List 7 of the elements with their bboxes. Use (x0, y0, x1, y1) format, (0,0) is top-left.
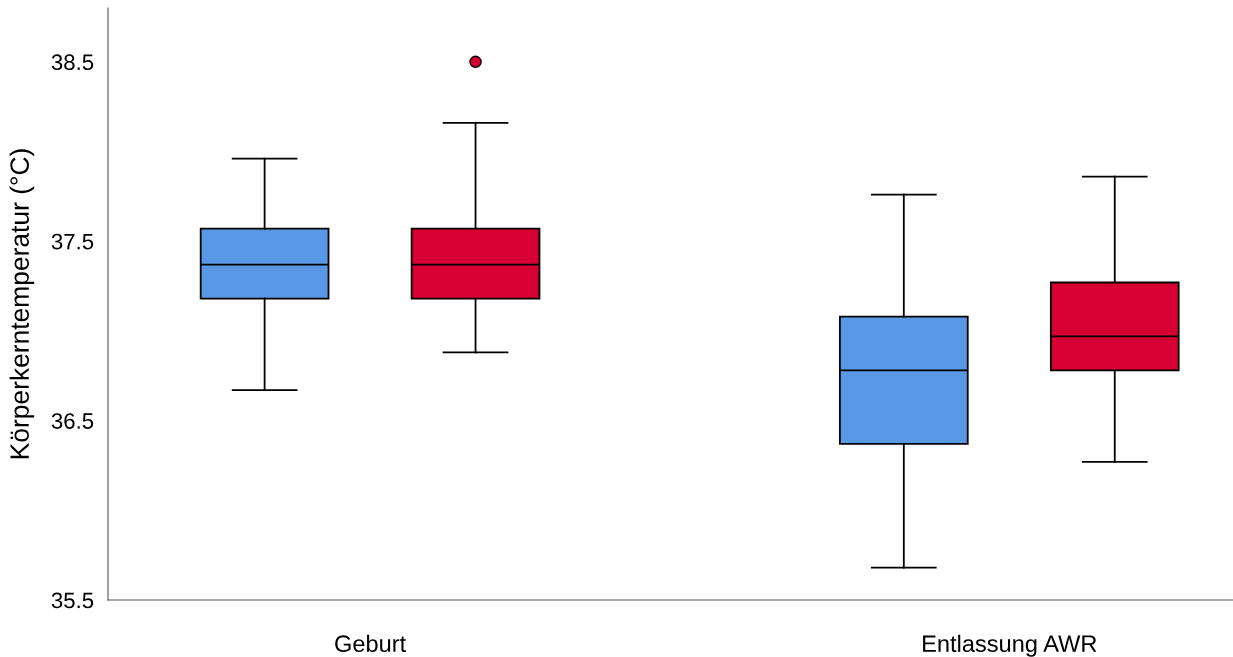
y-tick-label: 35.5 (51, 592, 94, 609)
y-axis-title: Körperkerntemperatur (°C) (9, 149, 35, 459)
x-tick-label: Entlassung AWR (923, 634, 1097, 657)
y-tick-label: 38.5 (51, 54, 94, 71)
y-tick-label: 36.5 (51, 413, 94, 429)
x-tick-label: Geburt (335, 634, 406, 653)
y-tick-label: 37.5 (51, 233, 94, 250)
